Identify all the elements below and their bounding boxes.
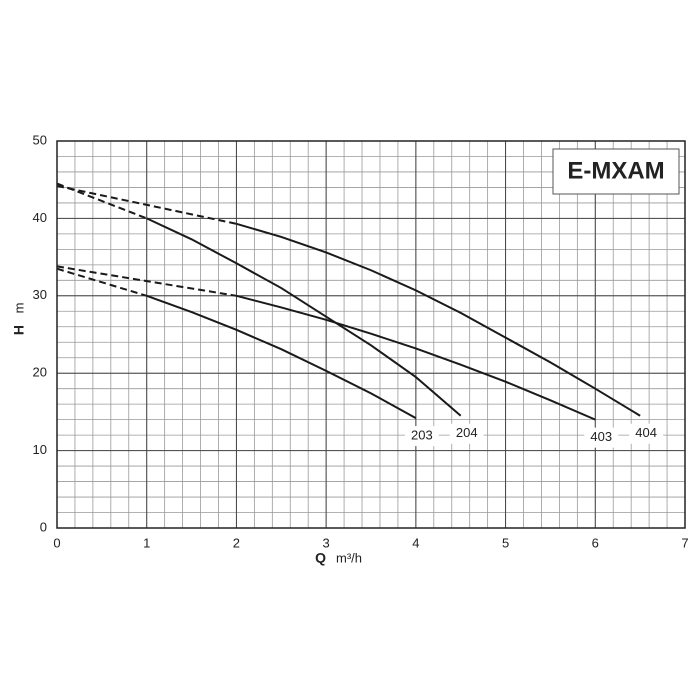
y-tick-label: 50 bbox=[33, 132, 47, 147]
curve-dashed bbox=[56, 184, 237, 225]
curve-label: 404 bbox=[635, 425, 657, 440]
y-tick-label: 0 bbox=[40, 519, 47, 534]
y-axis-unit: m bbox=[11, 303, 26, 314]
curve bbox=[236, 294, 596, 421]
curve-dashed bbox=[56, 267, 148, 297]
x-axis-unit: m³/h bbox=[336, 550, 362, 565]
curve-label-box bbox=[629, 423, 664, 444]
x-tick-label: 3 bbox=[323, 535, 330, 550]
curve-label-box bbox=[404, 426, 439, 447]
x-axis-symbol: Q bbox=[315, 550, 326, 566]
curves: 203 204 403 404 bbox=[56, 182, 664, 448]
y-tick-label: 10 bbox=[33, 442, 47, 457]
curve-dashed bbox=[56, 265, 237, 297]
curve bbox=[236, 222, 641, 417]
y-tick-label: 20 bbox=[33, 365, 47, 380]
curve bbox=[146, 217, 462, 417]
curve-label: 204 bbox=[456, 425, 478, 440]
curve-label: 403 bbox=[590, 429, 612, 444]
curve bbox=[146, 294, 417, 419]
chart-title: E-MXAM bbox=[567, 157, 664, 184]
x-tick-label: 6 bbox=[592, 535, 599, 550]
x-tick-label: 1 bbox=[143, 535, 150, 550]
title-box bbox=[552, 148, 680, 195]
x-tick-label: 2 bbox=[233, 535, 240, 550]
y-tick-label: 30 bbox=[33, 287, 47, 302]
plot-frame bbox=[56, 140, 686, 529]
x-tick-label: 0 bbox=[53, 535, 60, 550]
x-tick-label: 4 bbox=[412, 535, 419, 550]
grid bbox=[56, 140, 686, 529]
y-tick-label: 40 bbox=[33, 210, 47, 225]
x-tick-label: 7 bbox=[681, 535, 688, 550]
curve-label: 203 bbox=[411, 428, 433, 443]
x-tick-label: 5 bbox=[502, 535, 509, 550]
y-axis-symbol: H bbox=[11, 325, 27, 335]
curve-label-box bbox=[449, 423, 484, 444]
curve-label-box bbox=[584, 427, 619, 448]
